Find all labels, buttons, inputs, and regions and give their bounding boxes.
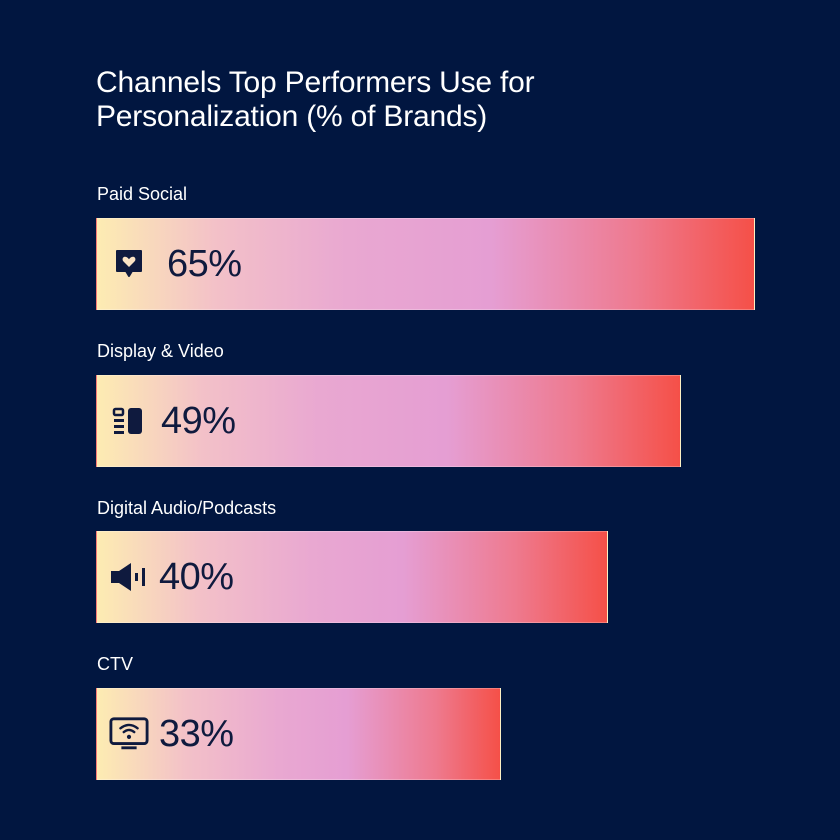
- bar-ctv: 33%: [96, 688, 501, 780]
- bar-value: 40%: [159, 555, 234, 598]
- bar-value: 33%: [159, 712, 234, 755]
- connected-tv-icon: [109, 714, 149, 754]
- bar-value: 65%: [167, 242, 242, 285]
- heart-speech-bubble-icon: [109, 244, 149, 284]
- bar-value: 49%: [161, 399, 236, 442]
- bar-paid-social: 65%: [96, 218, 755, 310]
- chart-title: Channels Top Performers Use for Personal…: [96, 66, 535, 133]
- bar-label-display-video: Display & Video: [97, 341, 224, 361]
- speaker-icon: [109, 557, 149, 597]
- display-layout-icon: [109, 401, 149, 441]
- bar-label-digital-audio: Digital Audio/Podcasts: [97, 498, 277, 518]
- bar-label-ctv: CTV: [97, 654, 133, 674]
- bar-label-paid-social: Paid Social: [97, 184, 188, 204]
- bar-display-video: 49%: [96, 375, 681, 467]
- bar-digital-audio: 40%: [96, 531, 608, 623]
